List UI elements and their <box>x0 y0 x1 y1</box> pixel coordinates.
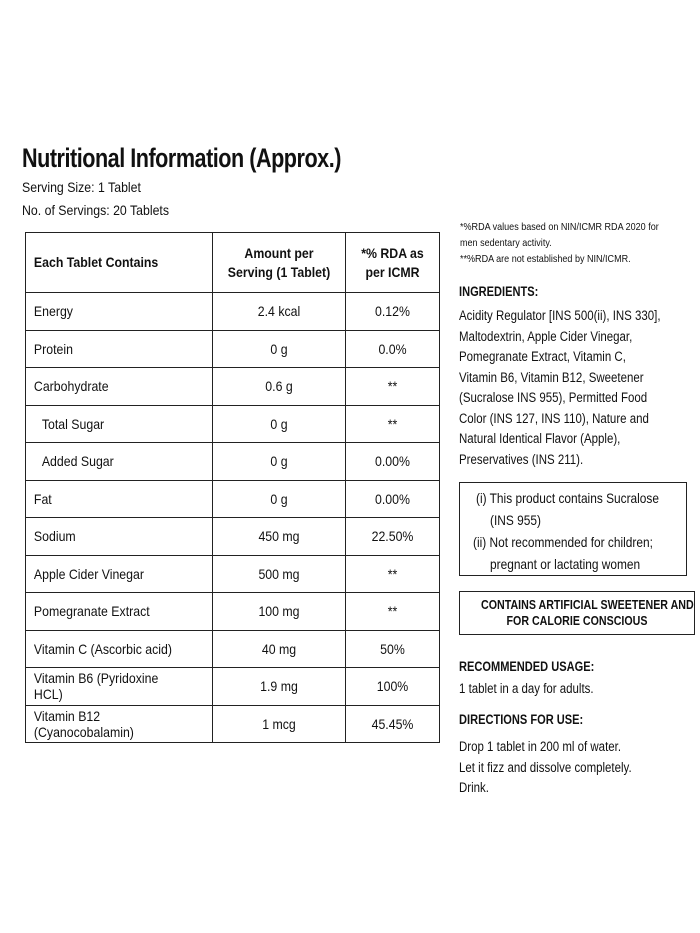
table-row: Apple Cider Vinegar 500 mg ** <box>25 554 440 593</box>
nutrient-rda: 45.45% <box>345 704 440 743</box>
nutrient-amount: 1.9 mg <box>212 667 346 706</box>
nutrient-amount: 2.4 kcal <box>212 292 346 331</box>
table-row: Energy 2.4 kcal 0.12% <box>25 292 440 331</box>
ingredients-line: Natural Identical Flavor (Apple), <box>459 431 621 446</box>
directions-line: Drop 1 tablet in 200 ml of water. <box>459 739 622 754</box>
nutrient-name: Energy <box>25 292 213 331</box>
warning-line: (INS 955) <box>490 512 541 528</box>
column-header-amount: Amount per Serving (1 Tablet) <box>212 232 346 293</box>
warning-line: (ii) Not recommended for children; <box>473 534 653 550</box>
ingredients-line: Maltodextrin, Apple Cider Vinegar, <box>459 328 633 344</box>
artificial-sweetener-notice: CONTAINS ARTIFICIAL SWEETENER AND FOR CA… <box>459 591 695 635</box>
nutrient-amount: 0 g <box>212 442 346 481</box>
nutrient-name: Fat <box>25 479 213 518</box>
table-row: Sodium 450 mg 22.50% <box>25 517 440 556</box>
column-header-nutrient: Each Tablet Contains <box>25 232 213 293</box>
rda-note-line: men sedentary activity. <box>460 237 552 249</box>
rda-note-line: *%RDA values based on NIN/ICMR RDA 2020 … <box>460 221 659 233</box>
nutrient-amount: 0 g <box>212 404 346 443</box>
nutrient-rda: 22.50% <box>345 517 440 556</box>
page-title: Nutritional Information (Approx.) <box>22 143 341 173</box>
warning-line: (i) This product contains Sucralose <box>476 490 660 506</box>
nutrient-rda: ** <box>345 554 440 593</box>
rda-notes: *%RDA values based on NIN/ICMR RDA 2020 … <box>460 219 691 267</box>
nutrient-name: Sodium <box>25 517 213 556</box>
ingredients-list: Acidity Regulator [INS 500(ii), INS 330]… <box>459 306 696 470</box>
nutrient-name: Total Sugar <box>25 404 213 443</box>
notice-line: CONTAINS ARTIFICIAL SWEETENER AND <box>481 597 694 612</box>
nutrient-name: Pomegranate Extract <box>25 592 213 631</box>
nutrient-amount: 1 mcg <box>212 704 346 743</box>
table-row: Added Sugar 0 g 0.00% <box>25 442 440 481</box>
nutrient-name: Added Sugar <box>25 442 213 481</box>
table-row: Fat 0 g 0.00% <box>25 479 440 518</box>
ingredients-line: Pomegranate Extract, Vitamin C, <box>459 349 626 364</box>
directions-list: Drop 1 tablet in 200 ml of water. Let it… <box>459 737 662 799</box>
table-header-row: Each Tablet Contains Amount per Serving … <box>25 232 440 293</box>
nutrient-amount: 0 g <box>212 479 346 518</box>
directions-line: Drink. <box>459 780 489 795</box>
table-row: Vitamin C (Ascorbic acid) 40 mg 50% <box>25 629 440 668</box>
ingredients-line: Preservatives (INS 211). <box>459 451 584 467</box>
nutrient-rda: ** <box>345 404 440 443</box>
nutrition-table: Each Tablet Contains Amount per Serving … <box>25 232 440 743</box>
directions-heading: DIRECTIONS FOR USE: <box>459 712 584 727</box>
nutrient-amount: 100 mg <box>212 592 346 631</box>
nutrient-amount: 0.6 g <box>212 367 346 406</box>
nutrient-rda: 0.0% <box>345 329 440 368</box>
table-row: Total Sugar 0 g ** <box>25 404 440 443</box>
table-row: Protein 0 g 0.0% <box>25 329 440 368</box>
table-row: Vitamin B6 (Pyridoxine HCL) 1.9 mg 100% <box>25 667 440 706</box>
table-row: Carbohydrate 0.6 g ** <box>25 367 440 406</box>
nutrient-amount: 450 mg <box>212 517 346 556</box>
nutrient-rda: 100% <box>345 667 440 706</box>
ingredients-line: (Sucralose INS 955), Permitted Food <box>459 390 648 405</box>
nutrient-rda: ** <box>345 367 440 406</box>
nutrient-rda: ** <box>345 592 440 631</box>
nutrient-amount: 0 g <box>212 329 346 368</box>
nutrient-rda: 0.12% <box>345 292 440 331</box>
table-row: Pomegranate Extract 100 mg ** <box>25 592 440 631</box>
notice-line: FOR CALORIE CONSCIOUS <box>506 613 648 628</box>
recommended-usage-text: 1 tablet in a day for adults. <box>459 681 594 696</box>
nutrient-amount: 40 mg <box>212 629 346 668</box>
nutrient-name: Vitamin B12 (Cyanocobalamin) <box>25 704 213 743</box>
warning-line: pregnant or lactating women <box>490 556 641 572</box>
ingredients-line: Vitamin B6, Vitamin B12, Sweetener <box>459 369 644 385</box>
nutrient-name: Protein <box>25 329 213 368</box>
table-row: Vitamin B12 (Cyanocobalamin) 1 mcg 45.45… <box>25 704 440 743</box>
sucralose-warning-box: (i) This product contains Sucralose (INS… <box>459 482 687 576</box>
nutrient-rda: 50% <box>345 629 440 668</box>
servings-count: No. of Servings: 20 Tablets <box>22 202 170 218</box>
recommended-usage-heading: RECOMMENDED USAGE: <box>459 659 595 674</box>
nutrient-name: Carbohydrate <box>25 367 213 406</box>
nutrient-rda: 0.00% <box>345 479 440 518</box>
nutrient-name: Vitamin B6 (Pyridoxine HCL) <box>25 667 213 706</box>
directions-line: Let it fizz and dissolve completely. <box>459 759 632 775</box>
nutrient-rda: 0.00% <box>345 442 440 481</box>
ingredients-line: Acidity Regulator [INS 500(ii), INS 330]… <box>459 308 661 323</box>
nutrient-name: Vitamin C (Ascorbic acid) <box>25 629 213 668</box>
serving-size: Serving Size: 1 Tablet <box>22 179 141 195</box>
column-header-rda: *% RDA as per ICMR <box>345 232 440 293</box>
ingredients-line: Color (INS 127, INS 110), Nature and <box>459 410 649 426</box>
rda-note-line: **%RDA are not established by NIN/ICMR. <box>460 253 631 265</box>
nutrient-amount: 500 mg <box>212 554 346 593</box>
ingredients-heading: INGREDIENTS: <box>459 284 539 299</box>
nutrient-name: Apple Cider Vinegar <box>25 554 213 593</box>
